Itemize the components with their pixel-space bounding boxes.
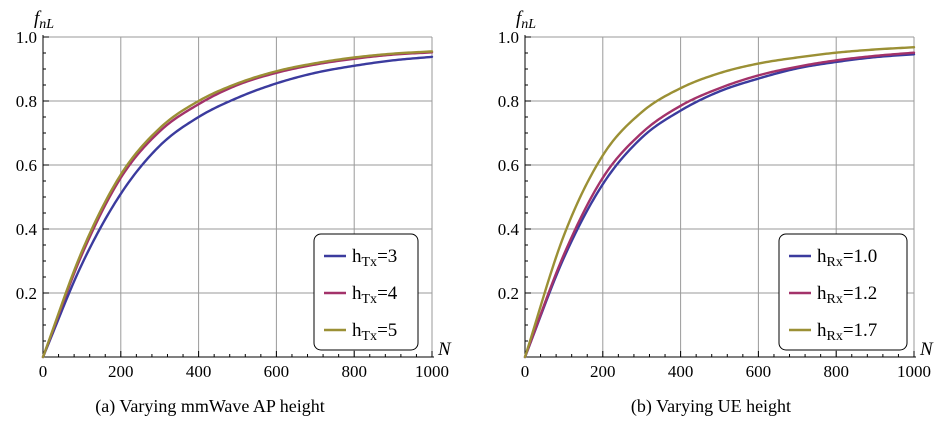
series-line-1 bbox=[41, 55, 434, 359]
series-line-1 bbox=[523, 53, 916, 359]
y-tick-label: 0.4 bbox=[16, 220, 38, 239]
legend: hTx=3 hTx=4 hTx=5 bbox=[313, 233, 419, 351]
x-tick-label: 200 bbox=[590, 362, 616, 381]
legend-box bbox=[778, 233, 908, 351]
legend-label-2: hRx=1.2 bbox=[817, 283, 877, 307]
y-tick-label: 1.0 bbox=[16, 28, 37, 47]
x-tick-label: 200 bbox=[108, 362, 134, 381]
x-tick-label: 800 bbox=[823, 362, 849, 381]
y-tick-label: 0.6 bbox=[498, 156, 519, 175]
series-line-3 bbox=[41, 50, 434, 359]
x-axis-label: N bbox=[919, 339, 934, 360]
y-tick-label: 0.6 bbox=[16, 156, 37, 175]
y-tick-label: 0.4 bbox=[498, 220, 520, 239]
y-axis-label: fnL bbox=[34, 8, 54, 32]
y-tick-label: 0.2 bbox=[498, 284, 519, 303]
y-tick-label: 0.2 bbox=[16, 284, 37, 303]
legend-label-1: hTx=3 bbox=[352, 246, 397, 270]
legend-label-2: hTx=4 bbox=[352, 283, 398, 307]
y-tick-label: 0.8 bbox=[16, 92, 37, 111]
y-tick-label: 1.0 bbox=[498, 28, 519, 47]
legend: hRx=1.0 hRx=1.2 hRx=1.7 bbox=[778, 233, 908, 351]
x-tick-label: 1000 bbox=[897, 362, 931, 381]
legend-box bbox=[313, 233, 419, 351]
x-tick-label: 400 bbox=[668, 362, 694, 381]
series-line-3 bbox=[523, 46, 916, 359]
series-line-2 bbox=[523, 51, 916, 359]
legend-label-1: hRx=1.0 bbox=[817, 246, 877, 270]
x-tick-label: 400 bbox=[186, 362, 212, 381]
x-tick-label: 800 bbox=[341, 362, 367, 381]
chart-caption: (a) Varying mmWave AP height bbox=[95, 396, 325, 417]
x-tick-label: 0 bbox=[521, 362, 530, 381]
x-axis-label: N bbox=[437, 339, 452, 360]
x-tick-label: 0 bbox=[39, 362, 48, 381]
legend-label-3: hTx=5 bbox=[352, 320, 397, 344]
y-axis-label: fnL bbox=[516, 8, 536, 32]
x-tick-label: 600 bbox=[264, 362, 290, 381]
y-tick-label: 0.8 bbox=[498, 92, 519, 111]
x-tick-label: 600 bbox=[746, 362, 772, 381]
legend-label-3: hRx=1.7 bbox=[817, 320, 877, 344]
x-tick-label: 1000 bbox=[415, 362, 449, 381]
chart-caption: (b) Varying UE height bbox=[631, 396, 791, 417]
